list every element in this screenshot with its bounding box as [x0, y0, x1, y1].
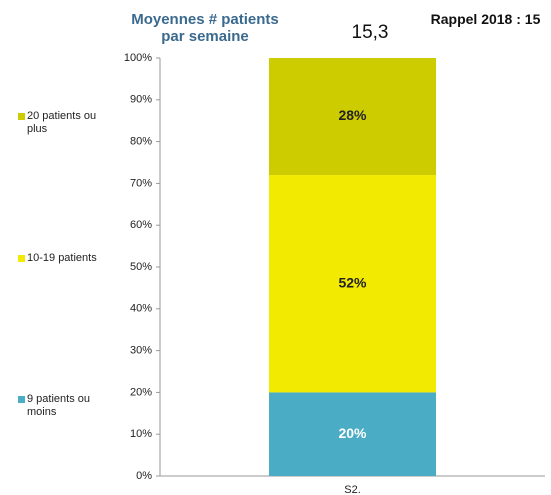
- y-tick-label: 20%: [130, 386, 152, 398]
- y-tick-label: 90%: [130, 94, 152, 106]
- reminder-annotation: Rappel 2018 : 15: [430, 11, 541, 27]
- bar-segment: [269, 58, 436, 176]
- data-label: 20%: [338, 425, 367, 441]
- y-tick-label: 70%: [130, 177, 152, 189]
- legend-label: 10-19 patients: [27, 252, 97, 264]
- bar-segment: [269, 175, 436, 393]
- legend-swatch: [18, 396, 25, 403]
- y-tick-label: 50%: [130, 261, 152, 273]
- data-label: 28%: [338, 107, 367, 123]
- data-label: 52%: [338, 274, 367, 290]
- chart-title: Moyennes # patients par semaine: [131, 11, 279, 45]
- y-tick-label: 10%: [130, 428, 152, 440]
- y-tick-label: 0%: [136, 470, 152, 482]
- x-tick-label: S2.: [344, 484, 361, 495]
- y-tick-label: 100%: [124, 52, 152, 64]
- legend-item: 10-19 patients: [18, 252, 115, 265]
- legend-item: 9 patients ou moins: [18, 393, 115, 419]
- bar-segment: [269, 392, 436, 476]
- y-tick-label: 80%: [130, 136, 152, 148]
- average-annotation: 15,3: [351, 22, 389, 43]
- legend-item: 20 patients ou plus: [18, 110, 115, 136]
- legend-swatch: [18, 255, 25, 262]
- y-tick-label: 30%: [130, 345, 152, 357]
- y-tick-label: 60%: [130, 219, 152, 231]
- legend-swatch: [18, 113, 25, 120]
- legend-label: 20 patients ou plus: [27, 110, 97, 135]
- y-tick-label: 40%: [130, 303, 152, 315]
- legend-label: 9 patients ou moins: [27, 393, 90, 418]
